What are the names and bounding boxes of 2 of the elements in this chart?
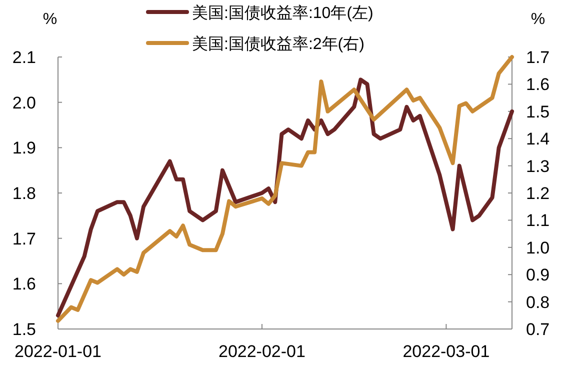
- y2label: %: [530, 11, 546, 28]
- ylabel: %: [42, 11, 58, 28]
